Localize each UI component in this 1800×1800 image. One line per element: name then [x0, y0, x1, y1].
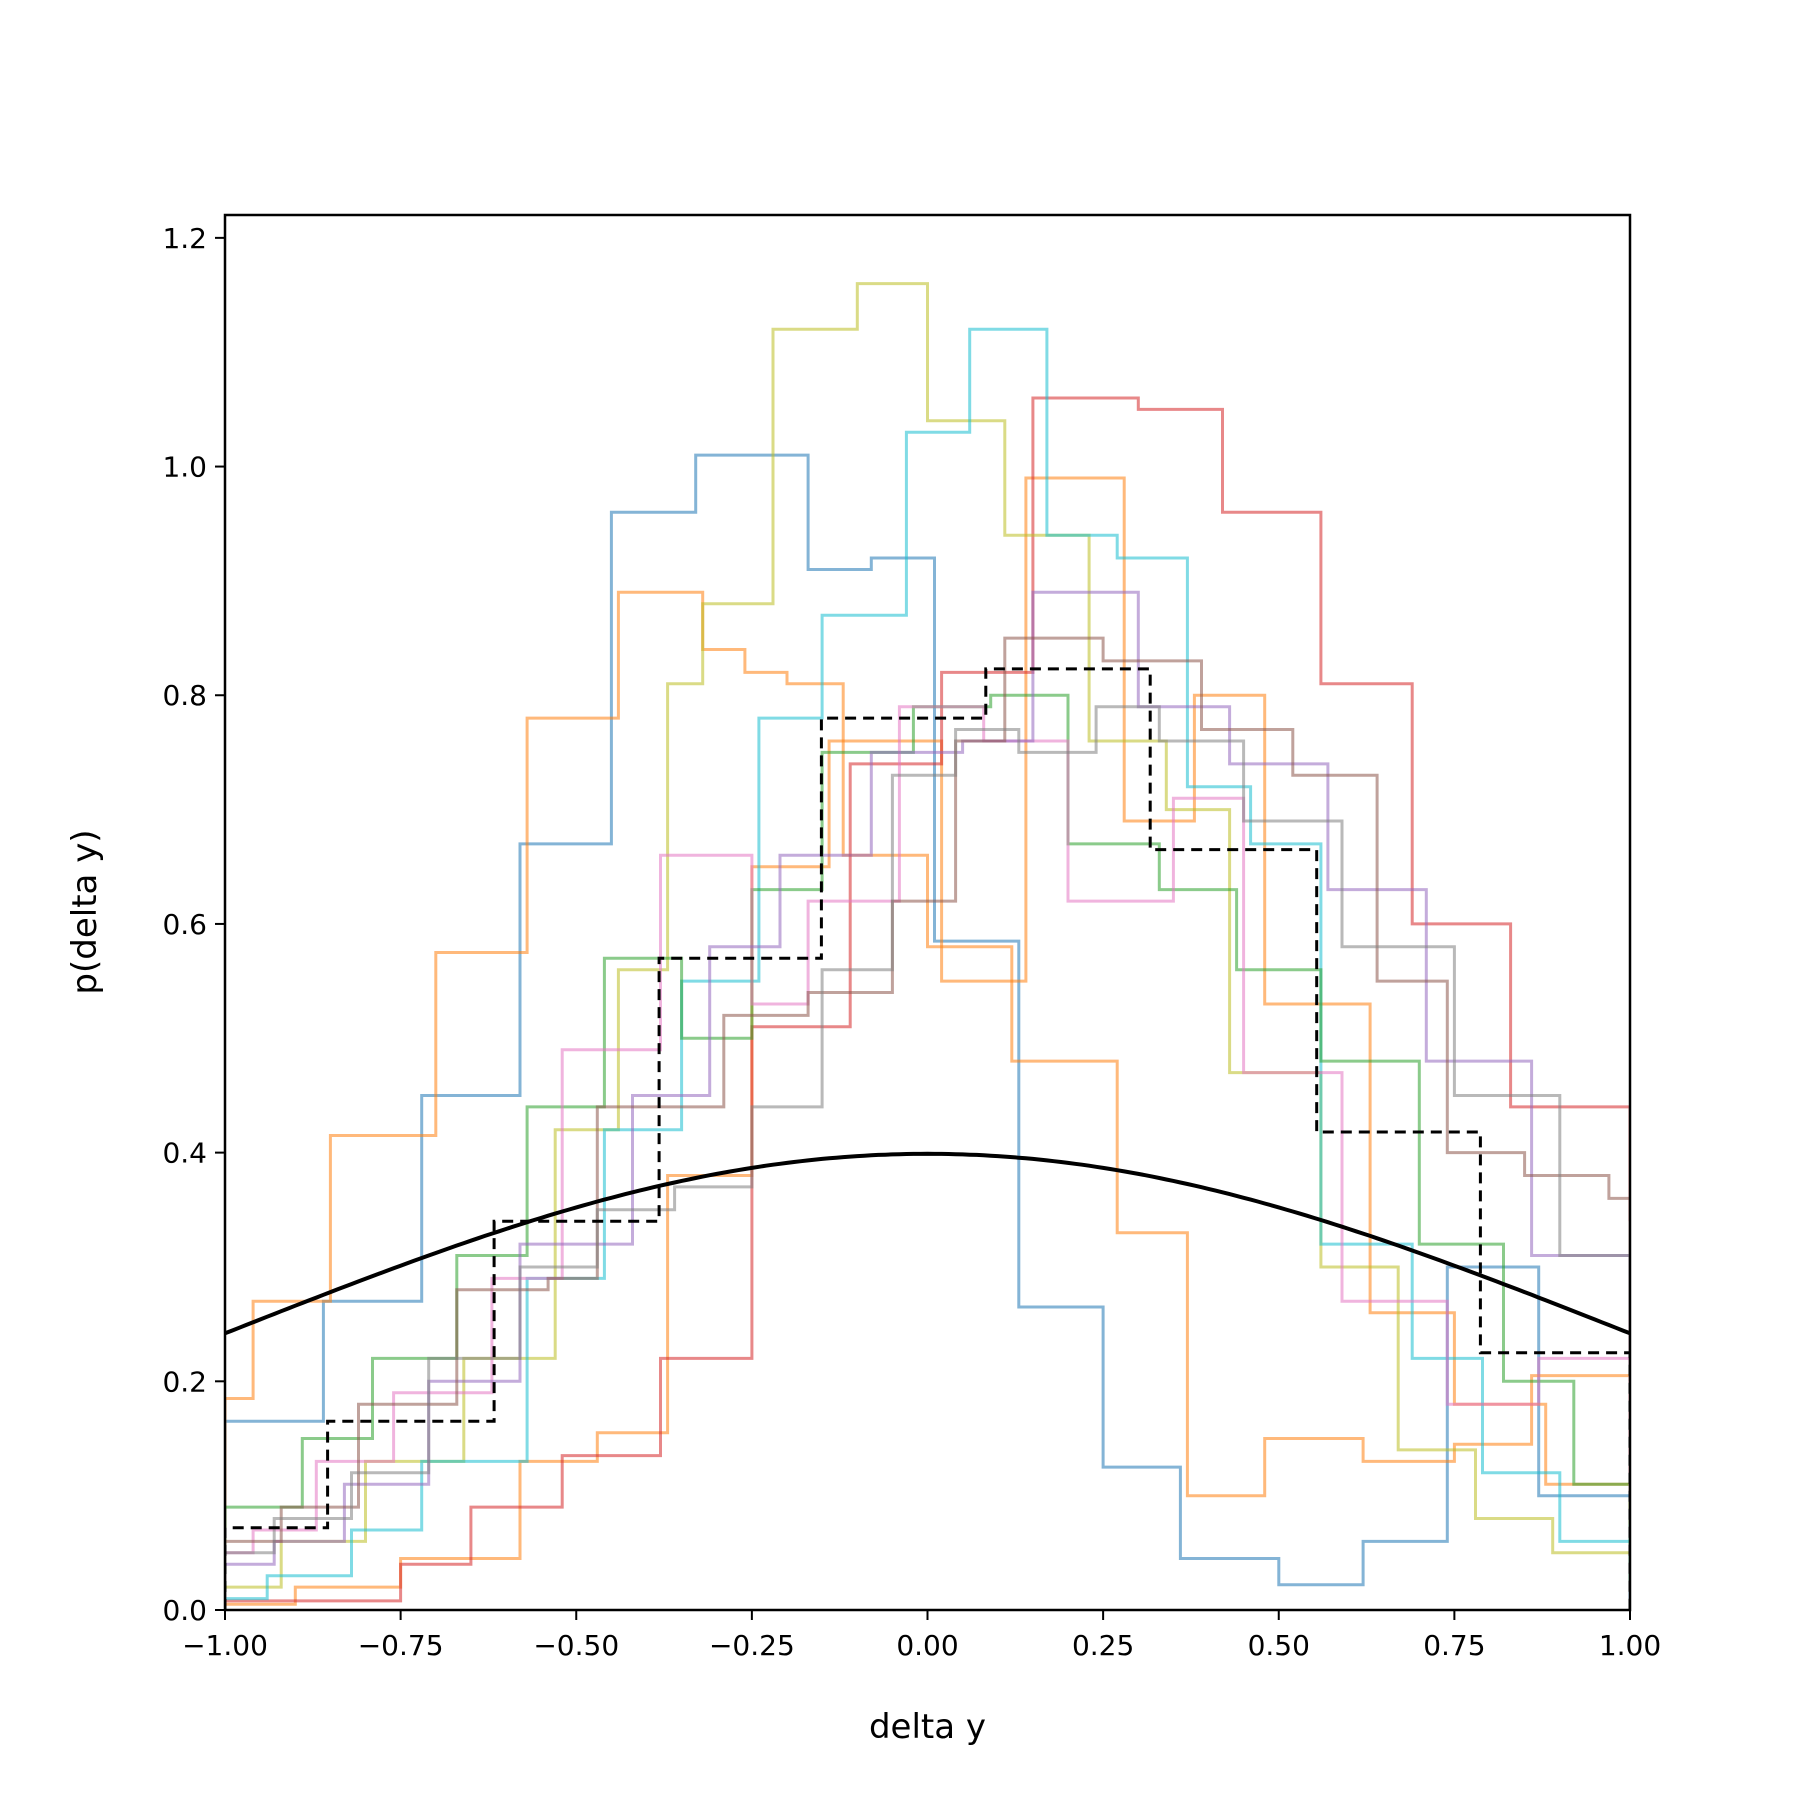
- mean-histogram-dashed: [225, 667, 1630, 1610]
- x-tick-label: −0.75: [358, 1629, 444, 1662]
- mean-histogram-layer: [225, 667, 1630, 1610]
- gaussian-curve: [225, 1151, 1630, 1336]
- histogram-series-2: [225, 590, 1630, 1610]
- y-tick-label: 0.4: [162, 1137, 207, 1170]
- histogram-series-1: [225, 453, 1630, 1610]
- histogram-series-8: [225, 705, 1630, 1610]
- x-tick-label: 0.50: [1248, 1629, 1310, 1662]
- x-tick-label: −0.50: [533, 1629, 619, 1662]
- y-axis: 0.0 0.2 0.4 0.6 0.8 1.0 1.2: [162, 222, 225, 1627]
- y-tick-label: 1.2: [162, 222, 207, 255]
- y-tick-label: 0.8: [162, 679, 207, 712]
- histogram-series-10: [225, 636, 1630, 1610]
- x-tick-label: −0.25: [709, 1629, 795, 1662]
- x-tick-label: 0.25: [1072, 1629, 1134, 1662]
- y-tick-label: 0.2: [162, 1365, 207, 1398]
- histogram-series-5: [225, 282, 1630, 1610]
- y-tick-label: 0.6: [162, 908, 207, 941]
- gaussian-curve-layer: [225, 1151, 1630, 1336]
- y-tick-label: 1.0: [162, 451, 207, 484]
- x-tick-label: 0.75: [1423, 1629, 1485, 1662]
- y-tick-label: 0.0: [162, 1594, 207, 1627]
- histogram-series-layer: [225, 282, 1630, 1610]
- y-axis-label: p(delta y): [65, 829, 105, 994]
- x-tick-label: 0.00: [896, 1629, 958, 1662]
- x-tick-label: −1.00: [182, 1629, 268, 1662]
- histogram-series-11: [225, 705, 1630, 1610]
- x-axis: −1.00 −0.75 −0.50 −0.25 0.00 0.25 0.50 0.75 1.00: [182, 1610, 1661, 1662]
- x-axis-label: delta y: [869, 1707, 986, 1747]
- x-tick-label: 1.00: [1599, 1629, 1661, 1662]
